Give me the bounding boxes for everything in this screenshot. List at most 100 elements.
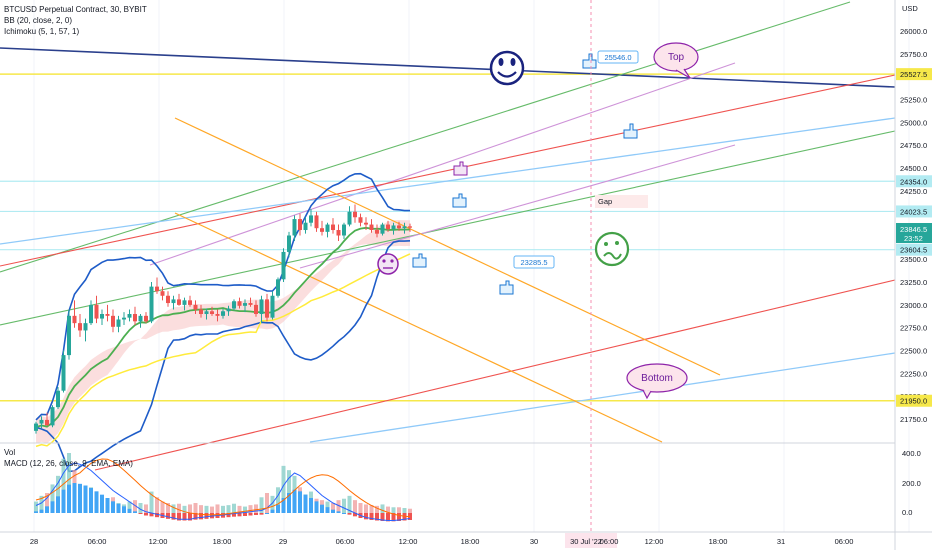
symbol-title[interactable]: BTCUSD Perpetual Contract, 30, BYBIT (4, 5, 147, 14)
candle-body (292, 219, 297, 236)
macd-histogram-bar (380, 513, 385, 521)
volume-bar (61, 458, 66, 513)
time-tick: 06:00 (88, 537, 107, 546)
ichimoku-base (35, 226, 411, 429)
ichimoku-indicator-label[interactable]: Ichimoku (5, 1, 57, 1) (4, 27, 80, 36)
candle-body (237, 301, 242, 306)
volume-bar (166, 503, 170, 513)
candle-body (116, 319, 121, 327)
level-label-bg (896, 394, 932, 407)
price-tick: 22250.0 (900, 369, 927, 378)
candle-body (342, 224, 346, 236)
violet-upper-line (149, 62, 736, 266)
candle-body (314, 215, 319, 229)
macd-histogram-bar (270, 509, 275, 513)
gap-note[interactable]: Gap (595, 195, 648, 208)
time-tick: 18:00 (461, 537, 480, 546)
price-tick: 22750.0 (900, 324, 927, 333)
top-bubble[interactable]: Top (653, 42, 699, 79)
volume-bar (138, 503, 143, 513)
candle-body (138, 315, 143, 322)
orange-upper-line (174, 117, 721, 376)
macd-histogram-bar (182, 513, 187, 521)
time-tick: 28 (30, 537, 38, 546)
macd-histogram-bar (166, 513, 170, 519)
macd-histogram-bar (402, 513, 407, 521)
price-tick: 25250.0 (900, 95, 927, 104)
hand-pointer-icon (453, 161, 468, 176)
candle-body (243, 303, 247, 306)
trend-lines (0, 1, 896, 471)
bb-upper (35, 172, 410, 421)
macd-histogram-bar (254, 513, 258, 515)
current-price-label: 23846.5 23:52 (896, 223, 932, 243)
volume-bar (408, 508, 412, 513)
candle-body (353, 211, 357, 218)
candle-body (270, 295, 275, 318)
macd-indicator-label[interactable]: MACD (12, 26, close, 9, EMA, EMA) (4, 459, 133, 468)
macd-histogram-bar (67, 484, 71, 513)
price-tag-23285[interactable]: 23285.5 (513, 255, 555, 269)
macd-histogram-bar (243, 513, 247, 516)
macd-histogram-bar (375, 513, 379, 521)
macd-histogram-bar (34, 511, 38, 513)
macd-histogram-bar (100, 494, 104, 513)
macd-histogram-bar (237, 513, 242, 517)
candle-body (369, 224, 374, 231)
volume-bar (34, 501, 38, 513)
candle-body (144, 315, 148, 322)
macd-histogram-bar (149, 513, 154, 517)
volume-label[interactable]: Vol (4, 448, 16, 457)
macd-histogram-bar (45, 506, 49, 513)
indicator-legend: BTCUSD Perpetual Contract, 30, BYBIT BB … (4, 4, 147, 37)
volume-bar (45, 493, 49, 513)
macd-histogram-bar (61, 489, 66, 513)
candle-body (39, 419, 44, 424)
candle-body (105, 314, 110, 316)
candle-body (254, 304, 258, 315)
candle-body (210, 311, 214, 315)
macd-histogram-bar (72, 483, 77, 513)
price-tag-25546[interactable]: 25546.0 (597, 50, 639, 64)
time-tick: 29 (279, 537, 287, 546)
hand-pointer-icon (499, 280, 514, 295)
price-tick: 23250.0 (900, 278, 927, 287)
volume-bar (127, 501, 132, 513)
green-upper-channel (0, 1, 851, 273)
macd-histogram-bar (320, 504, 324, 513)
candle-body (281, 251, 286, 280)
candle-body (397, 225, 401, 229)
price-axis[interactable]: USD 26000.025750.025250.025000.024750.02… (894, 0, 932, 550)
candle-body (78, 323, 82, 331)
macd-histogram-bar (298, 491, 302, 513)
volume-bar (133, 500, 137, 513)
candle-body (364, 222, 368, 225)
candle-body (166, 295, 170, 304)
macd-tick: 400.0 (902, 449, 921, 458)
volume-bar (188, 504, 192, 513)
candle-body (287, 235, 291, 252)
volume-bar (56, 475, 60, 513)
candle-body (408, 226, 412, 228)
bb-indicator-label[interactable]: BB (20, close, 2, 0) (4, 16, 73, 25)
macd-histogram-bar (138, 513, 143, 514)
volume-bar (199, 505, 203, 513)
macd-histogram-bar (309, 498, 313, 513)
volume-bar (380, 504, 385, 513)
blue-light-lower-line (309, 352, 896, 443)
bollinger-bands (35, 172, 411, 473)
macd-histogram-bar (56, 496, 60, 513)
bottom-bubble[interactable]: Bottom (626, 363, 688, 400)
candle-body (199, 309, 203, 315)
volume-bar (331, 503, 335, 513)
candle-body (83, 323, 88, 331)
volume-bar (204, 505, 209, 513)
macd-histogram-bar (287, 493, 291, 513)
price-tick: 24250.0 (900, 187, 927, 196)
candle-body (358, 217, 363, 223)
candle-body (375, 230, 379, 234)
macd-histogram-bar (116, 503, 121, 513)
volume-bar (353, 500, 357, 513)
